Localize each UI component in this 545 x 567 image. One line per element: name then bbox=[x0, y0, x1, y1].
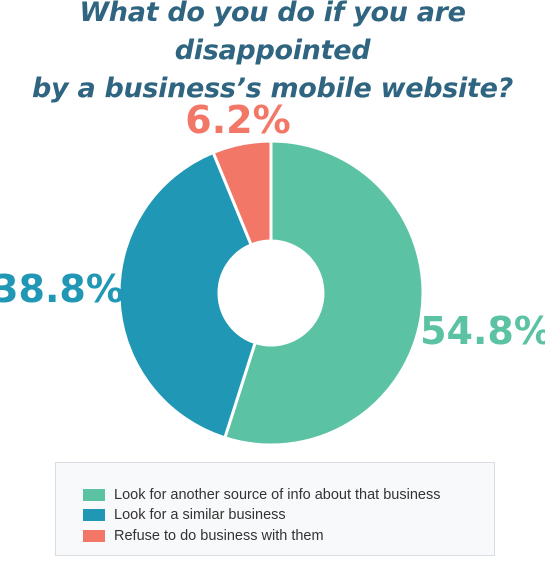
donut-slice bbox=[211, 139, 273, 247]
chart-legend: Look for another source of info about th… bbox=[55, 462, 495, 556]
chart-title-line-1: What do you do if you are disappointed bbox=[79, 0, 466, 66]
legend-swatch bbox=[83, 489, 105, 501]
slice-value-label: 6.2% bbox=[185, 98, 290, 142]
legend-item: Refuse to do business with them bbox=[56, 526, 324, 546]
legend-item: Look for a similar business bbox=[56, 505, 286, 525]
donut-slice bbox=[223, 139, 425, 447]
legend-label: Look for another source of info about th… bbox=[114, 487, 441, 503]
legend-label: Refuse to do business with them bbox=[114, 528, 324, 544]
legend-label: Look for a similar business bbox=[114, 507, 286, 523]
legend-swatch bbox=[83, 530, 105, 542]
donut-slice bbox=[117, 150, 257, 440]
slice-value-label: 38.8% bbox=[0, 267, 124, 311]
slice-value-label: 54.8% bbox=[420, 309, 545, 353]
legend-item: Look for another source of info about th… bbox=[56, 485, 440, 505]
legend-swatch bbox=[83, 509, 105, 521]
chart-title: What do you do if you are disappointed b… bbox=[0, 0, 545, 108]
chart-title-line-2: by a business’s mobile website? bbox=[32, 73, 513, 104]
